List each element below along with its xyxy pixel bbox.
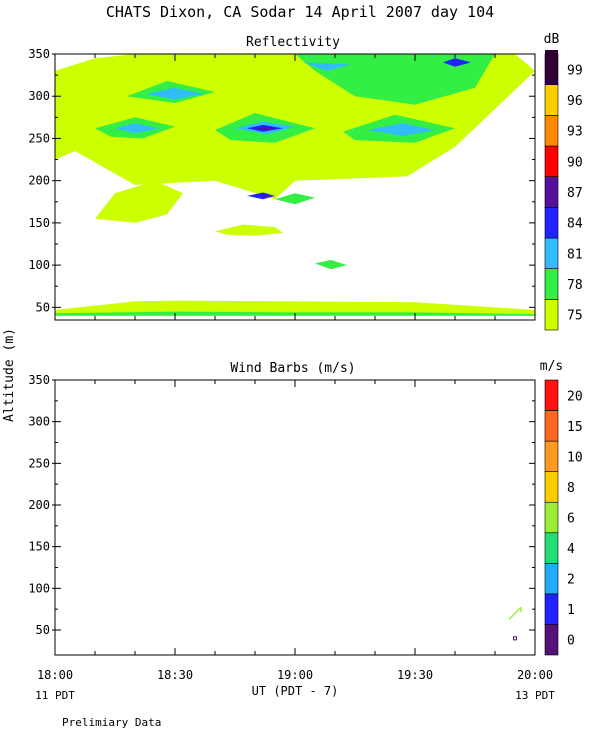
reflectivity-region — [367, 123, 435, 136]
wind-barbs-panel: Wind Barbs (m/s)5010015020025030035018:0… — [28, 359, 582, 702]
colorbar-label: 10 — [567, 450, 583, 465]
colorbar-swatch — [544, 299, 559, 331]
reflectivity-region — [147, 87, 203, 100]
y-axis-label: Altitude (m) — [2, 328, 17, 422]
y-tick-label: 250 — [28, 131, 50, 145]
colorbar-label: 1 — [567, 603, 575, 618]
colorbar-label: 75 — [567, 309, 583, 324]
reflectivity-region — [275, 193, 315, 205]
colorbar-swatch — [544, 268, 559, 300]
reflectivity-region — [115, 123, 159, 134]
colorbar-label: 2 — [567, 573, 575, 588]
colorbar-label: 15 — [567, 420, 583, 435]
colorbar-cap — [545, 50, 558, 54]
calm-marker — [513, 636, 517, 641]
colorbar-swatch — [544, 440, 559, 472]
reflectivity-region — [315, 260, 347, 270]
plot-area — [508, 606, 522, 641]
reflectivity-panel: Reflectivity 50 100 150 200 250 300 350 dB 75 78 81… — [28, 32, 583, 331]
x-tick-label: 19:00 — [277, 668, 313, 682]
reflectivity-region — [259, 195, 271, 197]
colorbar-swatch — [544, 84, 559, 116]
reflectivity-region — [255, 126, 275, 130]
y-tick-label: 350 — [28, 373, 50, 387]
reflectivity-region — [295, 54, 495, 105]
x-tick-label: 20:00 — [517, 668, 553, 682]
y-tick-label: 300 — [28, 89, 50, 103]
colorbar-swatch — [544, 237, 559, 269]
colorbar-label: 0 — [567, 634, 575, 649]
colorbar-label: 4 — [567, 542, 575, 557]
y-tick-label: 350 — [28, 47, 50, 61]
panel-title: Wind Barbs (m/s) — [230, 361, 355, 376]
colorbar-swatch — [544, 593, 559, 625]
colorbar-label: 93 — [567, 125, 583, 140]
colorbar-label: 96 — [567, 94, 583, 109]
colorbar-swatch — [544, 410, 559, 442]
y-tick-label: 150 — [28, 216, 50, 230]
colorbar-swatch — [544, 207, 559, 239]
colorbar-swatch — [544, 145, 559, 177]
y-tick-label: 50 — [36, 300, 50, 314]
colorbar-swatch — [544, 624, 559, 656]
y-tick-label: 50 — [36, 623, 50, 637]
x-sublabel: 11 PDT — [35, 689, 75, 702]
colorbar-swatch — [544, 115, 559, 147]
x-axis-label: UT (PDT - 7) — [252, 684, 339, 698]
plot-frame — [54, 379, 536, 656]
y-tick-label: 100 — [28, 581, 50, 595]
colorbar-swatch — [544, 563, 559, 595]
reflectivity-region — [215, 224, 283, 236]
x-sublabel: 13 PDT — [515, 689, 555, 702]
x-tick-label: 18:30 — [157, 668, 193, 682]
panel-title: Reflectivity — [246, 35, 340, 50]
colorbar-label: 81 — [567, 247, 583, 262]
y-tick-label: 200 — [28, 498, 50, 512]
colorbar-swatch — [544, 501, 559, 534]
y-tick-label: 200 — [28, 174, 50, 188]
colorbar-swatch — [544, 176, 559, 208]
wind-barb — [508, 606, 522, 620]
y-tick-label: 300 — [28, 415, 50, 429]
x-tick-label: 18:00 — [37, 668, 73, 682]
colorbar-label: 78 — [567, 278, 583, 293]
y-tick-label: 150 — [28, 540, 50, 554]
colorbar-label: 8 — [567, 481, 575, 496]
figure-title: CHATS Dixon, CA Sodar 14 April 2007 day … — [106, 3, 494, 21]
colorbar-label: 6 — [567, 512, 575, 527]
colorbar-unit: m/s — [540, 359, 563, 374]
colorbar-label: 84 — [567, 217, 583, 232]
colorbar-unit: dB — [544, 32, 560, 47]
colorbar-label: 20 — [567, 389, 583, 404]
reflectivity-region — [303, 62, 351, 71]
colorbar-label: 99 — [567, 63, 583, 78]
plot-area — [55, 54, 535, 316]
colorbar-swatch — [544, 532, 559, 564]
footer-note: Prelimiary Data — [62, 716, 161, 729]
colorbar-swatch — [544, 471, 559, 503]
colorbar-swatch — [544, 379, 559, 411]
reflectivity-region — [95, 180, 183, 223]
x-tick-label: 19:30 — [397, 668, 433, 682]
y-tick-label: 250 — [28, 456, 50, 470]
colorbar-label: 87 — [567, 186, 583, 201]
reflectivity-region — [443, 58, 471, 67]
y-tick-label: 100 — [28, 258, 50, 272]
colorbar-swatch — [544, 53, 559, 85]
colorbar-label: 90 — [567, 155, 583, 170]
